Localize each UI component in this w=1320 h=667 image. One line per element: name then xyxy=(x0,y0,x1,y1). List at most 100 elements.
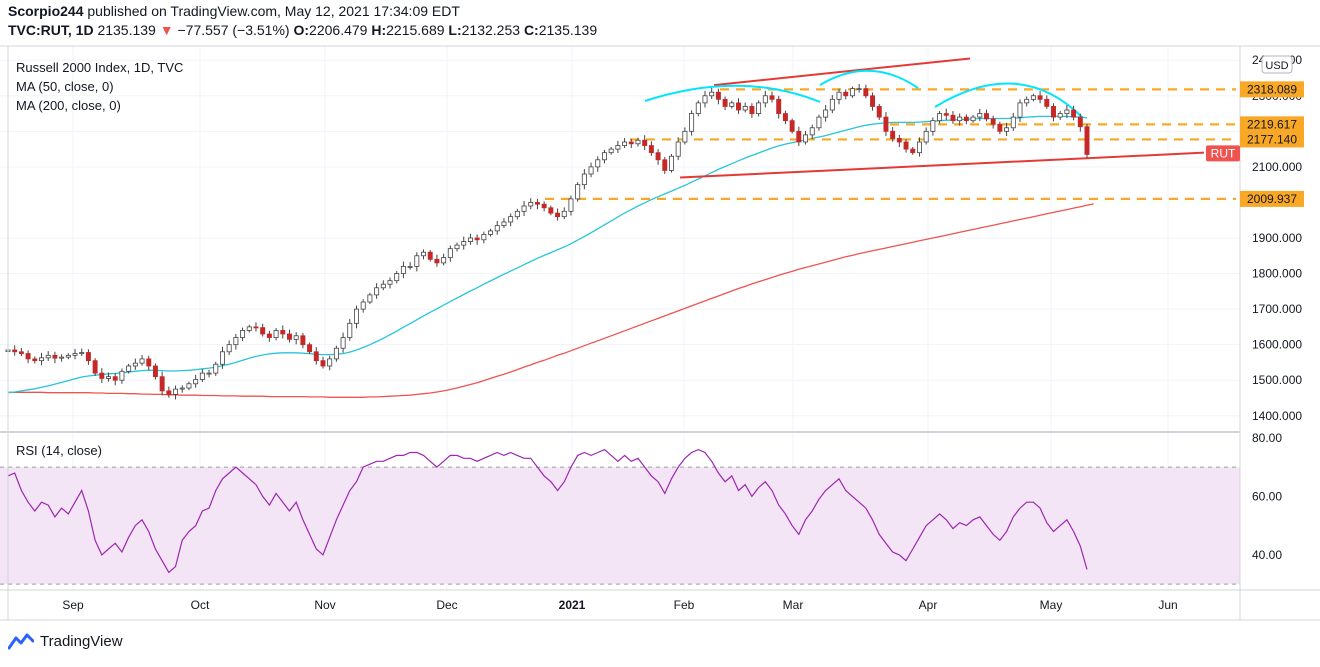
candle-up xyxy=(488,230,494,235)
candle-up xyxy=(179,387,185,390)
candle-down xyxy=(434,258,440,264)
ma200-line xyxy=(8,203,1094,398)
candle-up xyxy=(367,294,373,303)
tradingview-logo[interactable]: TradingView xyxy=(8,632,123,650)
open-value: 2206.479 xyxy=(309,22,368,38)
candle-down xyxy=(307,344,313,353)
candle-down xyxy=(534,202,540,205)
time-axis: Sep Oct Nov Dec 2021 Feb Mar Apr May Jun xyxy=(62,598,1177,612)
candle-down xyxy=(287,333,292,340)
candle-up xyxy=(970,116,976,122)
candle-up xyxy=(387,280,393,285)
currency-badge[interactable]: USD xyxy=(1261,55,1293,74)
legend-ma50: MA (50, close, 0) xyxy=(16,79,114,94)
candle-up xyxy=(762,95,768,104)
candle-down xyxy=(32,358,38,362)
candle-up xyxy=(561,210,567,218)
candle-down xyxy=(1044,98,1050,107)
candle-down xyxy=(903,141,909,150)
time-tick-label: Sep xyxy=(62,598,84,612)
candle-up xyxy=(977,113,983,118)
time-tick-label: Nov xyxy=(314,598,335,612)
legend-ma200: MA (200, close, 0) xyxy=(16,98,121,113)
legend: Russell 2000 Index, 1D, TVC MA (50, clos… xyxy=(16,60,183,458)
rsi-tick-label: 80.00 xyxy=(1252,431,1282,445)
candle-up xyxy=(360,301,366,310)
candle-up xyxy=(930,120,936,132)
candle-up xyxy=(240,330,246,338)
price-tick-label: 1800.000 xyxy=(1252,267,1302,281)
time-tick-label: Jun xyxy=(1158,598,1177,612)
candle-down xyxy=(963,116,969,122)
candle-down xyxy=(628,141,634,145)
candle-up xyxy=(65,354,71,358)
candle-up xyxy=(588,166,594,175)
candle-up xyxy=(957,116,963,122)
candle-up xyxy=(1017,102,1023,118)
time-tick-label: Dec xyxy=(436,598,457,612)
candle-down xyxy=(25,353,31,360)
candle-up xyxy=(219,351,225,365)
candle-down xyxy=(796,130,802,143)
price-tick-label: 1500.000 xyxy=(1252,373,1302,387)
level-price-label: 2177.140 xyxy=(1247,132,1297,146)
close-label: C: xyxy=(523,22,539,38)
candle-up xyxy=(601,152,607,161)
candle-up xyxy=(494,225,500,232)
candle-down xyxy=(541,203,547,209)
candle-down xyxy=(474,237,480,241)
candle-up xyxy=(836,91,842,100)
candle-up xyxy=(1004,127,1010,132)
rut-badge xyxy=(1206,145,1240,162)
candle-down xyxy=(983,113,989,120)
candle-up xyxy=(575,184,581,200)
ma200-path xyxy=(8,203,1094,398)
rut-badge-label: RUT xyxy=(1211,146,1236,160)
candle-up xyxy=(615,145,621,150)
level-price-label: 2009.937 xyxy=(1247,192,1297,206)
candle-down xyxy=(997,123,1003,132)
candle-down xyxy=(427,251,433,260)
rsi-band xyxy=(0,466,1240,585)
time-tick-label: Feb xyxy=(674,598,695,612)
time-tick-label: Oct xyxy=(191,598,210,612)
candle-down xyxy=(950,114,956,122)
symbol-label[interactable]: TVC:RUT, 1D xyxy=(8,22,94,38)
candle-up xyxy=(1024,98,1030,104)
candle-up xyxy=(1057,113,1063,118)
publisher-name[interactable]: Scorpio244 xyxy=(8,3,84,19)
left-shoulder-arc xyxy=(644,84,821,103)
price-tick-label: 1400.000 xyxy=(1252,409,1302,423)
trendlines xyxy=(644,57,1205,179)
candle-up xyxy=(132,362,138,367)
candle-down xyxy=(896,138,902,143)
candle-down xyxy=(266,333,272,338)
candle-up xyxy=(400,266,406,274)
time-tick-label: Mar xyxy=(783,598,804,612)
candle-down xyxy=(890,130,896,139)
candle-down xyxy=(943,113,949,116)
candle-up xyxy=(514,210,520,218)
candle-down xyxy=(749,106,755,114)
candle-up xyxy=(454,244,460,250)
candle-up xyxy=(689,113,695,132)
price-tick-label: 1600.000 xyxy=(1252,338,1302,352)
candle-up xyxy=(923,130,929,143)
price-change: −77.557 (−3.51%) xyxy=(177,22,290,38)
candle-up xyxy=(508,216,514,223)
candle-down xyxy=(159,376,165,392)
candle-up xyxy=(481,234,487,241)
candle-up xyxy=(581,173,587,186)
candle-up xyxy=(173,388,179,395)
candle-down xyxy=(280,330,286,335)
candle-up xyxy=(608,148,614,154)
candle-down xyxy=(85,352,91,362)
candle-down xyxy=(776,98,782,114)
candle-down xyxy=(18,351,24,354)
close-value: 2135.139 xyxy=(538,22,598,38)
candle-up xyxy=(226,344,232,353)
candle-up xyxy=(916,141,922,154)
candle-up xyxy=(809,127,815,136)
